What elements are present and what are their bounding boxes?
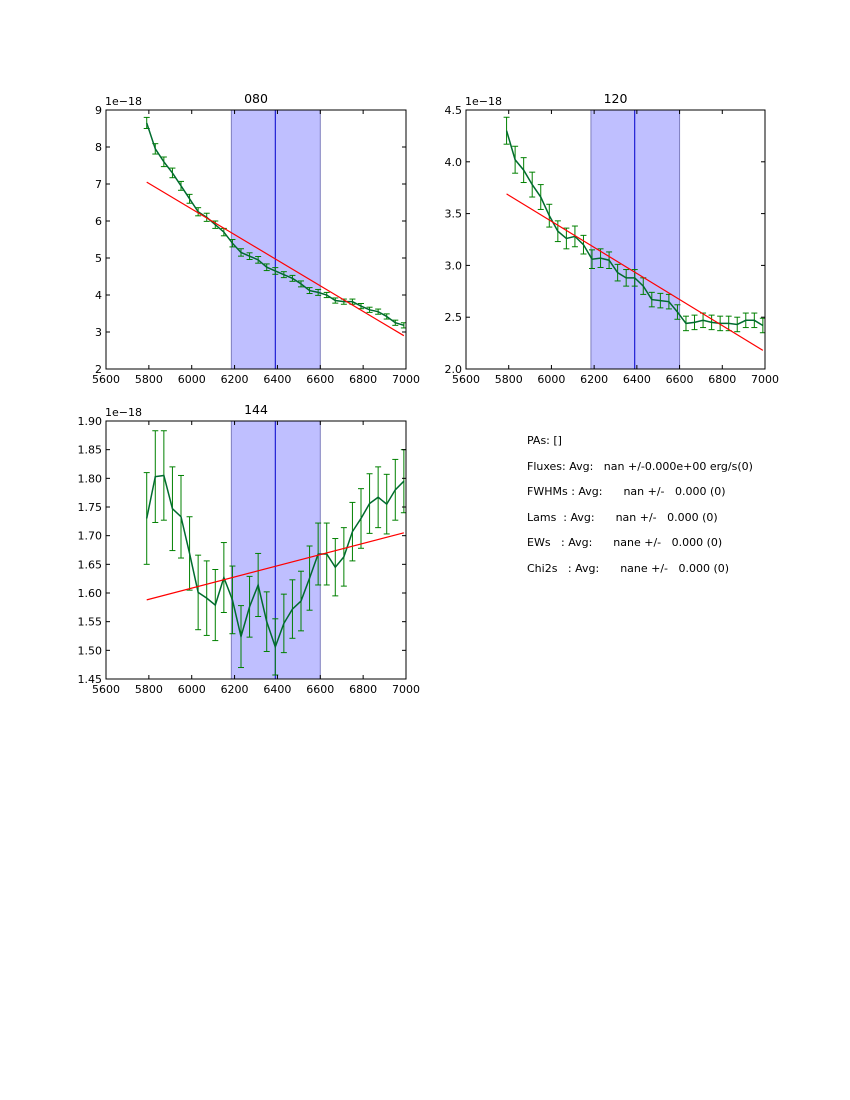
x-tick-label: 5600: [92, 373, 120, 386]
y-tick-label: 4.5: [445, 104, 463, 117]
x-tick-label: 6400: [623, 373, 651, 386]
x-tick-label: 7000: [392, 683, 420, 696]
x-tick-label: 6800: [349, 683, 377, 696]
y-tick-label: 3: [95, 326, 102, 339]
y-tick-label: 1.90: [78, 415, 103, 428]
y-tick-label: 1.85: [78, 444, 103, 457]
x-tick-label: 6200: [221, 373, 249, 386]
summary-pas: PAs: []: [527, 434, 562, 447]
summary-chi2s: Chi2s : Avg: nane +/- 0.000 (0): [527, 561, 730, 575]
y-tick-label: 3.0: [445, 259, 463, 272]
y-tick-label: 7: [95, 178, 102, 191]
x-tick-label: 7000: [392, 373, 420, 386]
x-tick-label: 6200: [580, 373, 608, 386]
y-tick-label: 4.0: [445, 156, 463, 169]
shaded-region: [230, 421, 321, 679]
axes-frame: [105, 109, 407, 370]
shaded-region: [230, 110, 321, 369]
plot-area: [503, 110, 765, 369]
summary-fluxes: Fluxes: Avg: nan +/-0.000e+00 erg/s(0): [527, 459, 753, 473]
x-tick-label: 5800: [495, 373, 523, 386]
y-tick-label: 1.80: [78, 472, 103, 485]
y-tick-label: 1.70: [78, 530, 103, 543]
x-tick-label: 5800: [135, 373, 163, 386]
summary-fwhms: FWHMs : Avg: nan +/- 0.000 (0): [527, 485, 726, 499]
summary-lams: Lams : Avg: nan +/- 0.000 (0): [527, 510, 718, 524]
x-tick-label: 6600: [666, 373, 694, 386]
x-tick-label: 6800: [708, 373, 736, 386]
axes-frame: [465, 109, 766, 370]
x-tick-label: 6600: [306, 373, 334, 386]
y-tick-label: 1.50: [78, 644, 103, 657]
subplot-120: 5600 5800 6000 6200 6400 6600 6800 7000 2.0 2.5 3.…: [445, 91, 780, 386]
y-tick-label: 6: [95, 215, 102, 228]
summary-panel: PAs: [] Fluxes: Avg: nan +/-0.000e+00 er…: [527, 434, 753, 588]
y-tick-label: 1.75: [78, 501, 103, 514]
shaded-region: [590, 110, 681, 369]
summary-ews: EWs : Avg: nane +/- 0.000 (0): [527, 536, 723, 550]
plot-area: [143, 110, 406, 369]
x-tick-label: 6000: [178, 683, 206, 696]
x-tick-label: 6400: [263, 373, 291, 386]
y-tick-label: 1.65: [78, 558, 103, 571]
subplot-144: 5600 5800 6000 6200 6400 6600 6800 7000 1.45 1.50…: [78, 402, 421, 696]
x-tick-label: 6600: [306, 683, 334, 696]
x-tick-label: 7000: [751, 373, 779, 386]
x-tick-label: 6200: [221, 683, 249, 696]
offset-label: 1e−18: [465, 95, 502, 108]
subplot-080: 5600 5800 6000 6200 6400 6600 6800 7000 2 3 4 5 6 7 8 9…: [92, 91, 420, 386]
y-tick-label: 4: [95, 289, 102, 302]
fit-line: [146, 181, 405, 337]
x-tick-label: 6000: [537, 373, 565, 386]
y-tick-label: 1.45: [78, 673, 103, 686]
y-tick-label: 1.60: [78, 587, 103, 600]
chart-title: 144: [244, 402, 268, 417]
x-tick-label: 6400: [263, 683, 291, 696]
y-tick-label: 2.0: [445, 363, 463, 376]
y-tick-label: 1.55: [78, 616, 103, 629]
chart-title: 080: [244, 91, 268, 106]
x-tick-label: 5600: [452, 373, 480, 386]
plot-area: [143, 421, 406, 679]
y-tick-label: 2.5: [445, 311, 463, 324]
fit-line: [146, 532, 405, 601]
y-tick-label: 9: [95, 104, 102, 117]
y-tick-label: 5: [95, 252, 102, 265]
y-tick-label: 8: [95, 141, 102, 154]
chart-title: 120: [604, 91, 628, 106]
x-tick-label: 5800: [135, 683, 163, 696]
x-tick-label: 6000: [178, 373, 206, 386]
y-tick-label: 2: [95, 363, 102, 376]
fit-line: [506, 193, 764, 351]
offset-label: 1e−18: [105, 406, 142, 419]
y-tick-label: 3.5: [445, 208, 463, 221]
x-tick-label: 6800: [349, 373, 377, 386]
x-tick-label: 5600: [92, 683, 120, 696]
axes-frame: [105, 420, 407, 680]
offset-label: 1e−18: [105, 95, 142, 108]
